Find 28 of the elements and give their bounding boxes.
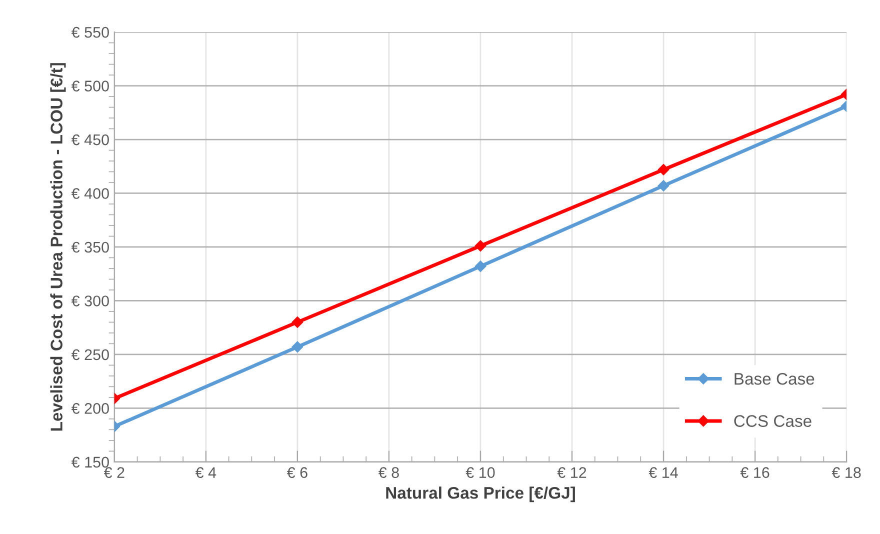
y-tick-label: € 250 [71, 349, 109, 360]
x-tick-label: € 8 [378, 467, 399, 478]
x-tick-label: € 12 [557, 467, 586, 478]
y-tick-label: € 200 [71, 403, 109, 414]
x-tick-label: € 10 [466, 467, 495, 478]
y-tick-label: € 450 [71, 134, 109, 146]
y-tick-label: € 300 [71, 296, 109, 306]
x-tick-label: € 18 [832, 467, 861, 478]
point [292, 341, 304, 353]
legend-label: CCS Case [734, 415, 812, 427]
point [658, 180, 670, 192]
y-tick-label: € 150 [71, 456, 109, 468]
x-tick-label: € 16 [740, 467, 770, 478]
y-axis-title: Levelised Cost of Urea Production - LCOU [€/t] [50, 63, 66, 431]
y-tick-label: € 550 [71, 26, 109, 38]
x-tick-label: € 6 [286, 467, 308, 478]
legend-label: Base Case [734, 372, 814, 385]
x-tick-label: € 2 [104, 467, 124, 478]
point [658, 164, 670, 176]
y-tick-label: € 350 [71, 242, 109, 253]
y-tick-label: € 500 [71, 80, 109, 92]
point [474, 240, 486, 252]
x-tick-label: € 14 [648, 467, 678, 478]
point [292, 316, 304, 328]
y-tick-label: € 400 [71, 188, 109, 199]
x-axis-title: Natural Gas Price [€/GJ] [386, 486, 575, 502]
x-tick-label: € 4 [195, 467, 216, 478]
point [474, 260, 486, 272]
